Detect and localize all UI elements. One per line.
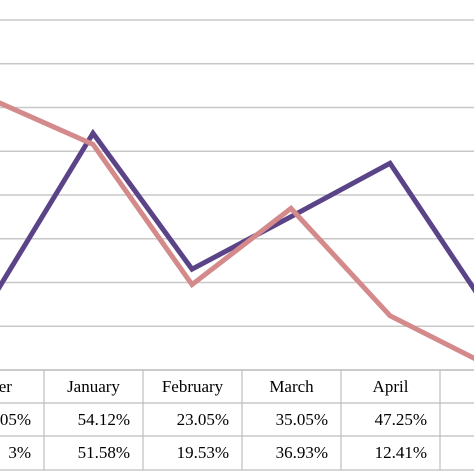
table-cell-value: 36.93% bbox=[276, 443, 328, 462]
table-cell-value: 3% bbox=[8, 443, 31, 462]
data-table: mber January February March April 05% 54.12% 23… bbox=[0, 369, 474, 471]
table-cell-value: 35.05% bbox=[276, 410, 328, 429]
table-cell-value: 51.58% bbox=[78, 443, 130, 462]
table-cell-value: 19.53% bbox=[177, 443, 229, 462]
category-label: February bbox=[162, 377, 224, 396]
table-cell-value: 23.05% bbox=[177, 410, 229, 429]
category-label: March bbox=[269, 377, 314, 396]
table-cell-value: 54.12% bbox=[78, 410, 130, 429]
gridlines bbox=[0, 19, 474, 371]
table-cell-value: 12.41% bbox=[375, 443, 427, 462]
category-label: April bbox=[373, 377, 409, 396]
series-line-2 bbox=[0, 100, 474, 362]
series-line-1 bbox=[0, 128, 474, 294]
series-lines bbox=[0, 100, 474, 362]
category-label: January bbox=[67, 377, 120, 396]
table-cell-value: 05% bbox=[0, 410, 31, 429]
table-cell-value: 47.25% bbox=[375, 410, 427, 429]
category-label: mber bbox=[0, 377, 12, 396]
